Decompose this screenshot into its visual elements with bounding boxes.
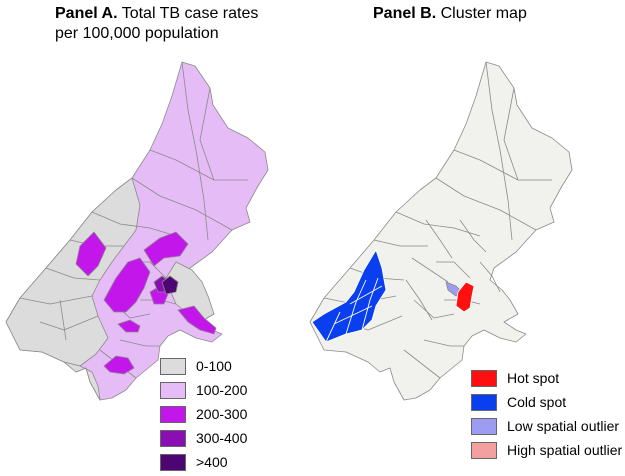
- panel-a-title-bold: Panel A.: [55, 5, 118, 22]
- legend-b-label: Hot spot: [507, 370, 560, 386]
- legend-b-label: Cold spot: [507, 394, 567, 410]
- panel-b-hot-spot: [455, 281, 475, 313]
- panel-a-region-low-south: [63, 361, 101, 401]
- legend-a-item: 300-400: [160, 427, 247, 449]
- legend-b-swatch: [471, 441, 497, 459]
- panel-a-region-mid-south: [117, 319, 141, 333]
- panel-b-region-outline: [309, 61, 573, 401]
- panel-a-region-mid-east-strip: [177, 305, 217, 335]
- legend-a-label: 200-300: [196, 406, 248, 422]
- panel-b-title-text: Cluster map: [440, 5, 527, 22]
- legend-b-item: Low spatial outlier: [471, 415, 619, 437]
- legend-b-label: Low spatial outlier: [507, 418, 620, 434]
- legend-a-label: >400: [196, 454, 228, 470]
- legend-b-item: Cold spot: [471, 391, 566, 413]
- panel-a-map: [5, 61, 269, 401]
- legend-a-swatch: [160, 381, 186, 399]
- legend-a-item: 200-300: [160, 403, 247, 425]
- legend-b-item: High spatial outlier: [471, 439, 622, 461]
- panel-b-map: [309, 61, 573, 401]
- panel-a-region-highest: [161, 275, 179, 295]
- legend-b-swatch: [471, 393, 497, 411]
- legend-a-swatch: [160, 405, 186, 423]
- panel-a-region-mid-central: [103, 257, 151, 313]
- panel-a-region-mid-northeast: [143, 231, 189, 267]
- legend-a-swatch: [160, 429, 186, 447]
- panel-b-cold-spot-lines: [325, 277, 383, 343]
- legend-a-label: 100-200: [196, 382, 248, 398]
- panel-a-title: Panel A. Total TB case rates per 100,000…: [55, 4, 275, 44]
- legend-b-item: Hot spot: [471, 367, 559, 389]
- legend-a-item: 100-200: [160, 379, 247, 401]
- panel-b-title: Panel B. Cluster map: [373, 4, 613, 24]
- panel-a-region-mid-southwest: [103, 355, 135, 375]
- legend-a-item: 0-100: [160, 355, 232, 377]
- panel-a-title-text: Total TB case rates: [121, 5, 259, 22]
- legend-a-label: 300-400: [196, 430, 248, 446]
- panel-a-title-line2: per 100,000 population: [55, 25, 219, 42]
- legend-b-swatch: [471, 417, 497, 435]
- legend-b-label: High spatial outlier: [507, 442, 623, 458]
- panel-b-cold-spot: [311, 249, 387, 343]
- panel-b-title-bold: Panel B.: [373, 5, 437, 22]
- legend-a-item: >400: [160, 451, 228, 473]
- panel-a-region-mid-northwest: [75, 231, 107, 277]
- legend-a-swatch: [160, 357, 186, 375]
- legend-b-swatch: [471, 369, 497, 387]
- legend-a-swatch: [160, 453, 186, 471]
- legend-a-label: 0-100: [196, 358, 232, 374]
